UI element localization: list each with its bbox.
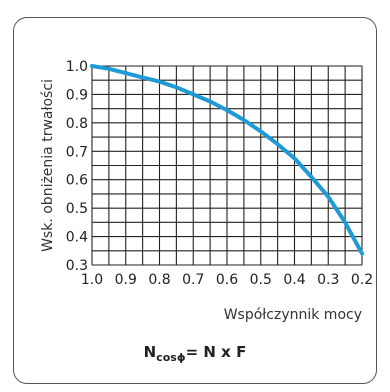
x-tick-label: 0.7 [182, 272, 204, 288]
y-tick-label: 0.3 [66, 258, 88, 274]
series-line [90, 64, 364, 256]
y-tick-label: 0.7 [66, 144, 88, 160]
x-tick-label: 0.3 [317, 272, 339, 288]
x-tick-label: 0.2 [351, 272, 373, 288]
y-tick-label: 0.6 [66, 173, 88, 189]
formula-rhs: = N x F [185, 343, 247, 361]
y-axis-label: Wsk. obniżenia trwałości [40, 79, 56, 252]
x-tick-label: 0.9 [115, 272, 137, 288]
y-tick-label: 0.8 [66, 116, 88, 132]
y-tick-label: 0.5 [66, 201, 88, 217]
y-tick-label: 0.9 [66, 87, 88, 103]
x-tick-label: 0.8 [148, 272, 170, 288]
formula-subscript: cosϕ [156, 351, 186, 364]
x-tick-label: 0.6 [216, 272, 238, 288]
x-tick-label: 0.5 [250, 272, 272, 288]
x-tick-label: 0.4 [283, 272, 305, 288]
x-tick-label: 1.0 [81, 272, 103, 288]
formula: Ncosϕ= N x F [0, 343, 390, 364]
formula-lhs: N [143, 343, 157, 361]
y-tick-label: 1.0 [66, 59, 88, 75]
y-tick-label: 0.4 [66, 230, 88, 246]
x-axis-label: Współczynnik mocy [224, 307, 362, 323]
chart-card [13, 17, 377, 384]
